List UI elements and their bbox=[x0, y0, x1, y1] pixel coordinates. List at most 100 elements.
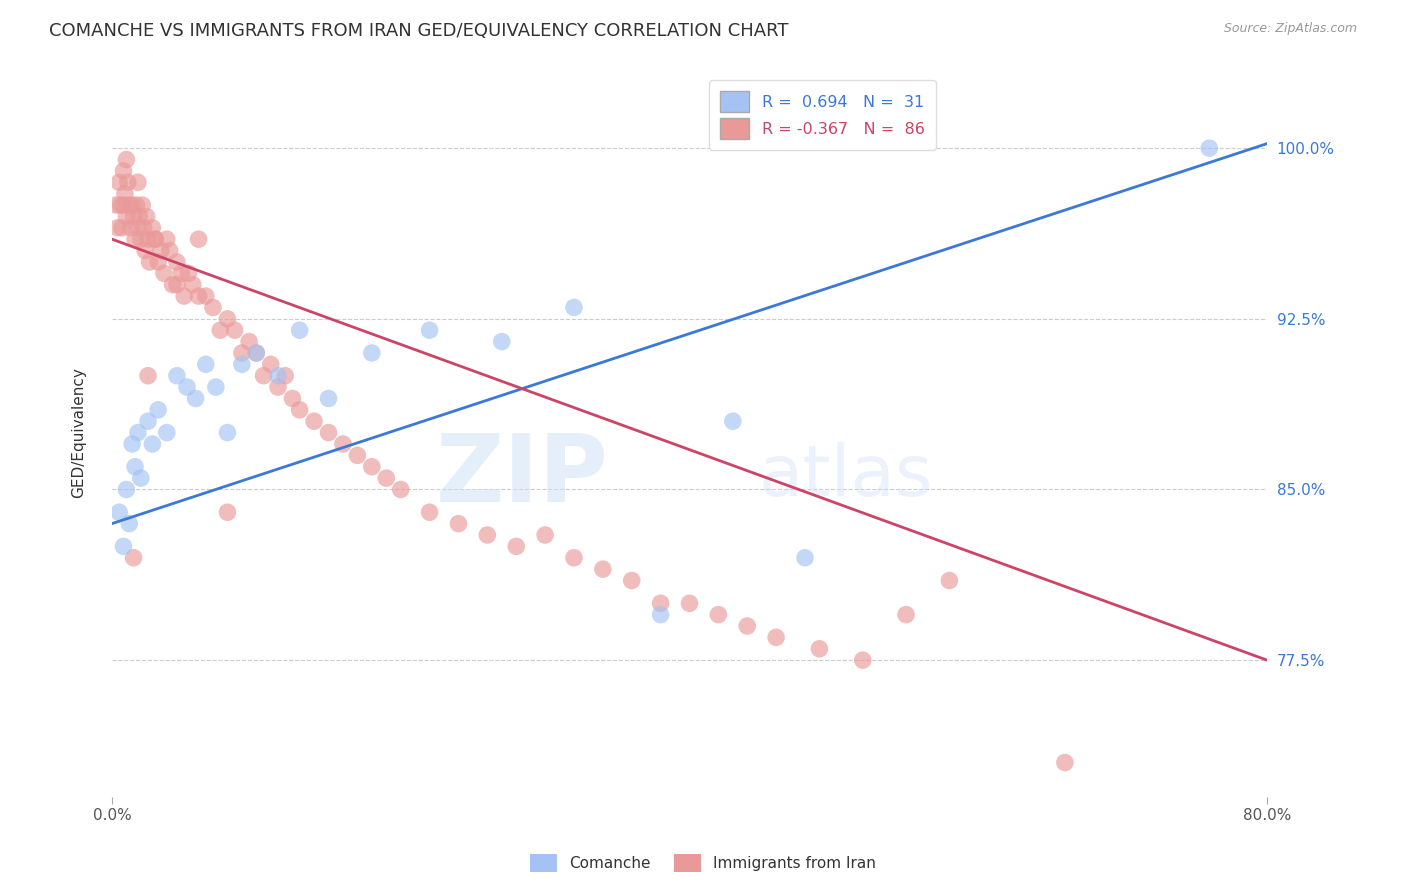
Point bbox=[115, 153, 138, 167]
Point bbox=[707, 607, 730, 622]
Text: ZIP: ZIP bbox=[436, 430, 609, 523]
Point bbox=[238, 334, 260, 349]
Point bbox=[721, 414, 744, 428]
Legend: R =  0.694   N =  31, R = -0.367   N =  86: R = 0.694 N = 31, R = -0.367 N = 86 bbox=[709, 80, 935, 150]
Point bbox=[138, 255, 160, 269]
Point bbox=[1053, 756, 1076, 770]
Point bbox=[505, 540, 527, 554]
Point bbox=[288, 402, 311, 417]
Point bbox=[808, 641, 831, 656]
Point bbox=[534, 528, 557, 542]
Point bbox=[136, 368, 159, 383]
Point bbox=[217, 425, 239, 440]
Point bbox=[231, 346, 253, 360]
Point bbox=[187, 232, 209, 246]
Point bbox=[146, 402, 169, 417]
Point bbox=[274, 368, 297, 383]
Point bbox=[134, 244, 156, 258]
Point bbox=[150, 244, 173, 258]
Point bbox=[129, 232, 152, 246]
Point bbox=[194, 289, 217, 303]
Point bbox=[162, 277, 184, 292]
Text: Source: ZipAtlas.com: Source: ZipAtlas.com bbox=[1223, 22, 1357, 36]
Point bbox=[141, 220, 163, 235]
Point bbox=[115, 483, 138, 497]
Point bbox=[107, 220, 129, 235]
Point bbox=[267, 368, 290, 383]
Point bbox=[302, 414, 325, 428]
Point bbox=[318, 392, 340, 406]
Point bbox=[156, 232, 179, 246]
Point bbox=[156, 425, 179, 440]
Point bbox=[173, 289, 195, 303]
Point bbox=[346, 448, 368, 462]
Point bbox=[205, 380, 228, 394]
Point bbox=[217, 505, 239, 519]
Point bbox=[159, 244, 181, 258]
Point bbox=[794, 550, 817, 565]
Point bbox=[118, 198, 141, 212]
Point bbox=[153, 266, 176, 280]
Point bbox=[118, 516, 141, 531]
Point bbox=[181, 277, 204, 292]
Point bbox=[1198, 141, 1220, 155]
Point bbox=[187, 289, 209, 303]
Point bbox=[592, 562, 614, 576]
Point bbox=[136, 414, 159, 428]
Point bbox=[129, 471, 152, 485]
Point bbox=[122, 210, 145, 224]
Y-axis label: GED/Equivalency: GED/Equivalency bbox=[72, 368, 86, 498]
Point bbox=[678, 596, 700, 610]
Point bbox=[288, 323, 311, 337]
Point bbox=[477, 528, 499, 542]
Point bbox=[267, 380, 290, 394]
Point bbox=[143, 232, 166, 246]
Point bbox=[389, 483, 412, 497]
Text: COMANCHE VS IMMIGRANTS FROM IRAN GED/EQUIVALENCY CORRELATION CHART: COMANCHE VS IMMIGRANTS FROM IRAN GED/EQU… bbox=[49, 22, 789, 40]
Point bbox=[105, 198, 128, 212]
Legend: Comanche, Immigrants from Iran: Comanche, Immigrants from Iran bbox=[522, 846, 884, 880]
Point bbox=[166, 255, 188, 269]
Point bbox=[124, 232, 146, 246]
Point bbox=[166, 277, 188, 292]
Point bbox=[122, 550, 145, 565]
Point bbox=[170, 266, 193, 280]
Point bbox=[224, 323, 246, 337]
Point bbox=[112, 164, 135, 178]
Point bbox=[143, 232, 166, 246]
Point bbox=[562, 550, 585, 565]
Point bbox=[117, 175, 139, 189]
Point bbox=[166, 368, 188, 383]
Point bbox=[201, 301, 224, 315]
Point bbox=[447, 516, 470, 531]
Point bbox=[125, 198, 148, 212]
Point bbox=[127, 175, 149, 189]
Point bbox=[245, 346, 267, 360]
Point bbox=[360, 346, 382, 360]
Point bbox=[121, 437, 143, 451]
Point bbox=[562, 301, 585, 315]
Point bbox=[112, 540, 135, 554]
Point bbox=[121, 198, 143, 212]
Point bbox=[375, 471, 398, 485]
Point bbox=[115, 210, 138, 224]
Point bbox=[491, 334, 513, 349]
Point bbox=[120, 220, 142, 235]
Point bbox=[894, 607, 917, 622]
Point bbox=[318, 425, 340, 440]
Point bbox=[765, 631, 787, 645]
Point bbox=[108, 505, 131, 519]
Point bbox=[209, 323, 232, 337]
Point bbox=[128, 210, 150, 224]
Point bbox=[852, 653, 875, 667]
Point bbox=[735, 619, 758, 633]
Point bbox=[124, 459, 146, 474]
Point bbox=[114, 186, 136, 201]
Point bbox=[141, 437, 163, 451]
Point bbox=[245, 346, 267, 360]
Point bbox=[110, 198, 132, 212]
Point bbox=[938, 574, 960, 588]
Point bbox=[620, 574, 643, 588]
Point bbox=[194, 357, 217, 371]
Point bbox=[108, 175, 131, 189]
